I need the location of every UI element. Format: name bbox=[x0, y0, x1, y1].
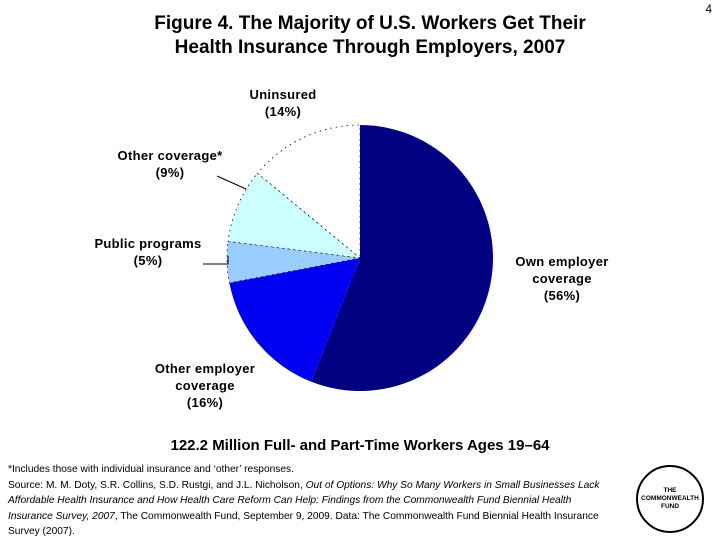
label-public-programs-pct: (5%) bbox=[133, 253, 163, 268]
slice-own-employer bbox=[311, 124, 494, 391]
label-own-employer-pct: (56%) bbox=[543, 288, 581, 303]
pie-slices bbox=[226, 124, 494, 391]
label-other-employer-line-1: Other employer bbox=[154, 361, 256, 376]
slice-other-coverage bbox=[227, 172, 362, 259]
chart-title: Figure 4. The Majority of U.S. Workers G… bbox=[60, 12, 680, 60]
label-other-employer: Other employer coverage (16%) bbox=[140, 360, 270, 411]
chart-subtitle: 122.2 Million Full- and Part-Time Worker… bbox=[170, 437, 550, 454]
slice-uninsured bbox=[256, 124, 361, 259]
label-other-coverage: Other coverage* (9%) bbox=[110, 147, 230, 181]
slice-public-programs bbox=[226, 240, 361, 284]
label-uninsured-name: Uninsured bbox=[249, 87, 317, 102]
commonwealth-fund-logo: THE COMMONWEALTH FUND bbox=[636, 465, 704, 533]
footnote-asterisk: *Includes those with individual insuranc… bbox=[8, 464, 294, 475]
leader-line-public-programs bbox=[203, 256, 229, 265]
chart-title-line-1: Figure 4. The Majority of U.S. Workers G… bbox=[154, 13, 586, 34]
source-title: Out of Options: Why So Many Workers in S… bbox=[8, 479, 600, 522]
label-uninsured: Uninsured (14%) bbox=[238, 86, 328, 120]
label-own-employer: Own employer coverage (56%) bbox=[500, 253, 624, 304]
label-other-coverage-name: Other coverage* bbox=[117, 148, 223, 163]
source-prefix: Source: M. M. Doty, S.R. Collins, S.D. R… bbox=[8, 479, 306, 491]
label-own-employer-line-2: coverage bbox=[532, 271, 592, 286]
label-public-programs-name: Public programs bbox=[94, 236, 202, 251]
logo-line-3: FUND bbox=[660, 503, 680, 510]
chart-title-line-2: Health Insurance Through Employers, 2007 bbox=[174, 37, 566, 58]
footnotes: *Includes those with individual insuranc… bbox=[8, 462, 608, 540]
source-suffix: , The Commonwealth Fund, September 9, 20… bbox=[8, 510, 599, 538]
label-other-coverage-pct: (9%) bbox=[155, 165, 185, 180]
label-other-employer-line-2: coverage bbox=[175, 378, 235, 393]
leader-line-other-coverage bbox=[216, 175, 247, 190]
label-own-employer-line-1: Own employer bbox=[515, 254, 609, 269]
source-citation: Source: M. M. Doty, S.R. Collins, S.D. R… bbox=[8, 478, 608, 540]
label-uninsured-pct: (14%) bbox=[264, 104, 302, 119]
label-public-programs: Public programs (5%) bbox=[86, 235, 210, 269]
label-other-employer-pct: (16%) bbox=[186, 395, 224, 410]
logo-line-1: THE bbox=[663, 487, 677, 494]
slice-other-employer bbox=[229, 258, 360, 382]
page-number: 4 bbox=[705, 2, 712, 16]
logo-line-2: COMMONWEALTH bbox=[641, 495, 699, 502]
